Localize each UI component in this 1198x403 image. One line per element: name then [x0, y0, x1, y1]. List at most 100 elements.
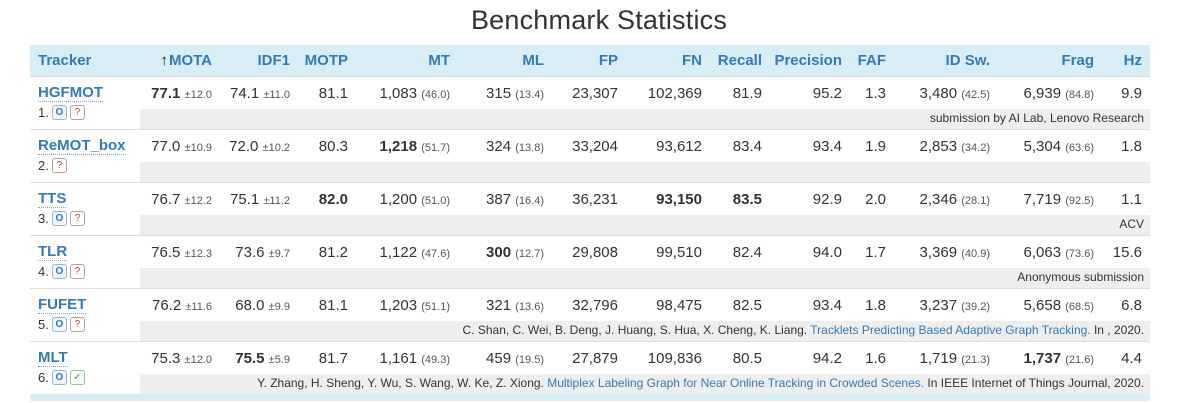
cell-idsw: 1,719 (21.3): [894, 341, 998, 374]
col-header-idf1[interactable]: IDF1: [220, 45, 298, 77]
cell-fn: 109,836: [626, 341, 710, 374]
cell-recall: 83.4: [710, 129, 770, 162]
rank-line: 2. ?: [38, 158, 136, 173]
unpublished-icon: ?: [51, 158, 67, 173]
cell-mota: 77.1 ±12.0: [140, 76, 220, 109]
rank-line: 3. O ?: [38, 211, 136, 226]
cell-recall: 81.9: [710, 76, 770, 109]
tracker-note-row: [30, 162, 1150, 183]
rank-line: 5. O ?: [38, 317, 136, 332]
tracker-row: FUFET 5. O ? 76.2 ±11.6 68.0 ±9.9 81.1 1…: [30, 288, 1150, 342]
published-check-icon: ✓: [69, 370, 85, 385]
cell-motp: 80.3: [298, 129, 356, 162]
col-header-hz[interactable]: Hz: [1102, 45, 1150, 77]
tracker-row: TLR 4. O ? 76.5 ±12.3 73.6 ±9.7 81.2 1,1…: [30, 235, 1150, 289]
tracker-link[interactable]: MLT: [38, 349, 68, 367]
cell-fp: 33,204: [552, 129, 626, 162]
cell-mota: 76.2 ±11.6: [140, 288, 220, 321]
tracker-cell: TLR 4. O ?: [30, 235, 140, 289]
table-header-row: Tracker ↑MOTA IDF1 MOTP MT ML FP FN Reca…: [30, 45, 1150, 77]
row-citation: Y. Zhang, H. Sheng, Y. Wu, S. Wang, W. K…: [140, 374, 1150, 394]
tracker-note-row: submission by AI Lab, Lenovo Research: [30, 109, 1150, 130]
col-header-mota[interactable]: ↑MOTA: [140, 45, 220, 77]
page-title: Benchmark Statistics: [470, 5, 728, 35]
col-header-precision[interactable]: Precision: [770, 45, 850, 77]
cell-recall: 83.5: [710, 182, 770, 215]
col-header-faf[interactable]: FAF: [850, 45, 894, 77]
col-header-recall[interactable]: Recall: [710, 45, 770, 77]
cell-ml: 315 (13.4): [458, 76, 552, 109]
col-header-frag[interactable]: Frag: [998, 45, 1102, 77]
cell-motp: 81.7: [298, 341, 356, 374]
col-header-motp[interactable]: MOTP: [298, 45, 356, 77]
tracker-cell: MLT 6. O ✓: [30, 341, 140, 394]
tracker-note-row: Y. Zhang, H. Sheng, Y. Wu, S. Wang, W. K…: [30, 374, 1150, 394]
cell-mota: 76.5 ±12.3: [140, 235, 220, 268]
cell-frag: 7,719 (92.5): [998, 182, 1102, 215]
cell-fp: 27,879: [552, 341, 626, 374]
cell-idf1: 72.0 ±10.2: [220, 129, 298, 162]
cell-ml: 324 (13.8): [458, 129, 552, 162]
cell-fn: 98,475: [626, 288, 710, 321]
cell-fp: 32,796: [552, 288, 626, 321]
unpublished-icon: ?: [69, 211, 85, 226]
col-header-mt[interactable]: MT: [356, 45, 458, 77]
tracker-link[interactable]: TTS: [38, 190, 67, 208]
cell-ml: 387 (16.4): [458, 182, 552, 215]
online-tracker-icon: O: [51, 211, 67, 226]
cell-recall: 80.5: [710, 341, 770, 374]
cell-idf1: 75.5 ±5.9: [220, 341, 298, 374]
cell-hz: 4.4: [1102, 341, 1150, 374]
cell-motp: 81.1: [298, 288, 356, 321]
rank-number: 4.: [38, 264, 49, 279]
col-header-ml[interactable]: ML: [458, 45, 552, 77]
cell-idsw: 3,237 (39.2): [894, 288, 998, 321]
cell-precision: 94.2: [770, 341, 850, 374]
col-header-fn[interactable]: FN: [626, 45, 710, 77]
cell-fp: 23,307: [552, 76, 626, 109]
cell-hz: 6.8: [1102, 288, 1150, 321]
rank-number: 3.: [38, 211, 49, 226]
cell-hz: 1.8: [1102, 129, 1150, 162]
cell-idsw: 2,853 (34.2): [894, 129, 998, 162]
tracker-cell: HGFMOT 1. O ?: [30, 76, 140, 130]
tracker-link[interactable]: TLR: [38, 243, 68, 261]
cell-idf1: 73.6 ±9.7: [220, 235, 298, 268]
cell-idf1: 68.0 ±9.9: [220, 288, 298, 321]
cell-frag: 5,658 (68.5): [998, 288, 1102, 321]
cell-recall: 82.4: [710, 235, 770, 268]
row-note: [140, 162, 1150, 183]
tracker-row: TTS 3. O ? 76.7 ±12.2 75.1 ±11.2 82.0 1,…: [30, 182, 1150, 236]
tracker-row: MLT 6. O ✓ 75.3 ±12.0 75.5 ±5.9 81.7 1,1…: [30, 341, 1150, 394]
cell-mota: 77.0 ±10.9: [140, 129, 220, 162]
col-header-idsw[interactable]: ID Sw.: [894, 45, 998, 77]
tracker-link[interactable]: FUFET: [38, 296, 87, 314]
cell-fp: 36,231: [552, 182, 626, 215]
cell-idf1: 75.1 ±11.2: [220, 182, 298, 215]
tracker-link[interactable]: HGFMOT: [38, 84, 103, 102]
rank-line: 1. O ?: [38, 105, 136, 120]
cell-hz: 9.9: [1102, 76, 1150, 109]
cell-fp: 29,808: [552, 235, 626, 268]
cell-frag: 5,304 (63.6): [998, 129, 1102, 162]
cell-frag: 6,939 (84.8): [998, 76, 1102, 109]
cell-mt: 1,122 (47.6): [356, 235, 458, 268]
cell-fn: 93,612: [626, 129, 710, 162]
online-tracker-icon: O: [51, 317, 67, 332]
cell-idsw: 3,369 (40.9): [894, 235, 998, 268]
col-header-fp[interactable]: FP: [552, 45, 626, 77]
col-header-tracker[interactable]: Tracker: [30, 45, 140, 77]
paper-link[interactable]: Tracklets Predicting Based Adaptive Grap…: [810, 323, 1091, 337]
cell-mt: 1,200 (51.0): [356, 182, 458, 215]
unpublished-icon: ?: [69, 264, 85, 279]
tracker-cell: TTS 3. O ?: [30, 182, 140, 236]
tracker-link[interactable]: ReMOT_box: [38, 137, 126, 155]
cell-idsw: 3,480 (42.5): [894, 76, 998, 109]
online-tracker-icon: O: [51, 370, 67, 385]
cell-ml: 300 (12.7): [458, 235, 552, 268]
paper-link[interactable]: Multiplex Labeling Graph for Near Online…: [547, 376, 925, 390]
unpublished-icon: ?: [69, 105, 85, 120]
table-footer-header-band: [30, 394, 1150, 401]
cell-mt: 1,218 (51.7): [356, 129, 458, 162]
rank-line: 4. O ?: [38, 264, 136, 279]
